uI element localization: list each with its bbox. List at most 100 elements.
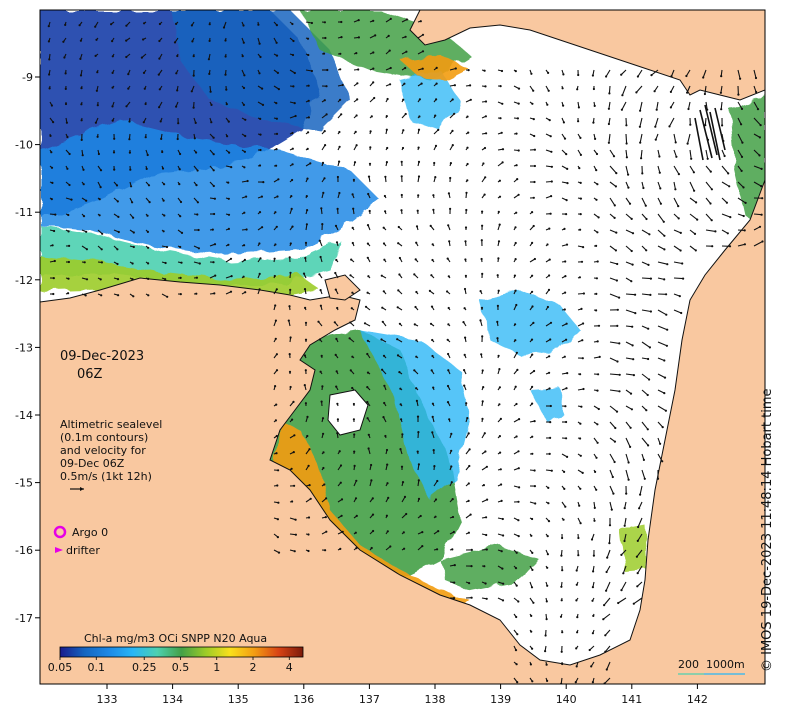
current-vector-head [96,135,99,138]
current-vector-head [598,355,601,358]
lat-tick-label: -10 [15,139,33,152]
chl-patch-north-orange [400,55,470,80]
current-vector-head [352,402,355,406]
current-vector-head [576,88,579,91]
current-vector-head [353,433,356,436]
current-vector-head [449,162,452,165]
current-vector-head [548,274,551,277]
current-vector [657,213,665,223]
current-vector-head [125,55,128,59]
current-vector-head [363,322,367,325]
current-vector-head [386,146,389,150]
current-vector-head [289,271,292,274]
current-vector-head [549,135,552,138]
current-vector-head [95,38,98,41]
current-vector-head [470,565,473,568]
current-vector-head [339,481,342,484]
current-vector-head [275,24,278,27]
current-vector-head [547,288,551,291]
current-vector-head [389,17,392,20]
current-vector-head [175,22,178,25]
current-vector-head [465,402,468,405]
current-vector-head [277,551,281,554]
current-vector-head [577,73,580,77]
current-vector [641,229,650,235]
current-vector-head [466,146,469,149]
current-vector-head [125,24,128,27]
current-vector-head [85,199,88,202]
current-vector [673,133,677,143]
current-vector-head [677,173,681,176]
current-vector [641,261,649,266]
current-vector-head [352,207,355,210]
current-vector-head [381,320,384,323]
current-vector-head [292,85,295,88]
current-vector [639,117,643,127]
current-vector-head [560,650,563,653]
current-vector [641,421,649,430]
current-vector-head [563,355,566,358]
current-vector-head [580,405,583,408]
current-vector-head [294,533,297,536]
lat-tick-label: -14 [15,409,33,422]
current-vector-head [386,482,389,485]
current-vector-head [432,386,435,389]
current-vector-head [614,249,618,252]
current-vector-head [483,69,486,72]
current-vector [657,165,661,173]
current-vector-head [381,306,384,309]
chl-patch-mid-blue-2 [530,388,565,420]
current-vector-head [128,151,131,154]
current-vector-head [482,484,485,487]
current-vector-head [728,245,732,248]
current-vector-head [52,292,55,296]
current-vector-head [447,352,450,356]
current-vector-head [274,319,277,322]
current-vector-head [382,354,386,357]
current-vector-head [322,52,326,55]
current-vector-head [693,232,697,235]
current-vector-head [497,289,500,292]
current-vector [753,149,760,156]
current-vector-head [157,73,160,76]
current-vector [609,405,618,413]
current-vector-head [630,217,633,220]
current-vector-head [615,172,618,175]
current-vector-head [96,104,99,107]
current-vector-head [143,87,146,90]
current-vector-head [579,181,582,184]
current-vector-head [485,597,488,600]
current-vector-head [353,450,356,453]
argo-label: Argo 0 [72,526,108,539]
current-vector-head [334,353,337,356]
current-vector-head [575,599,578,602]
current-vector-head [306,434,309,438]
current-vector-head [287,319,290,322]
current-vector-head [354,531,357,534]
current-vector-head [85,248,88,251]
current-vector-head [100,248,103,251]
current-vector-head [618,390,621,393]
current-vector-head [83,261,86,264]
current-vector-head [307,516,311,519]
current-vector-head [289,336,292,339]
current-vector-head [547,89,550,92]
current-vector-head [290,207,293,210]
current-vector-head [304,369,307,372]
current-vector-head [446,290,449,293]
current-vector-head [437,128,440,131]
current-vector-head [447,192,450,195]
current-vector [604,629,611,636]
current-vector-head [304,402,307,405]
current-vector-head [548,119,551,122]
current-vector-head [415,355,418,358]
current-vector-head [303,354,306,357]
current-vector-head [466,115,469,118]
current-vector-head [158,88,161,91]
current-vector-head [645,409,648,412]
current-vector-head [649,310,653,313]
current-vector-head [659,202,663,205]
current-vector-head [604,650,607,653]
current-vector-head [680,311,683,315]
current-vector-head [566,372,569,375]
